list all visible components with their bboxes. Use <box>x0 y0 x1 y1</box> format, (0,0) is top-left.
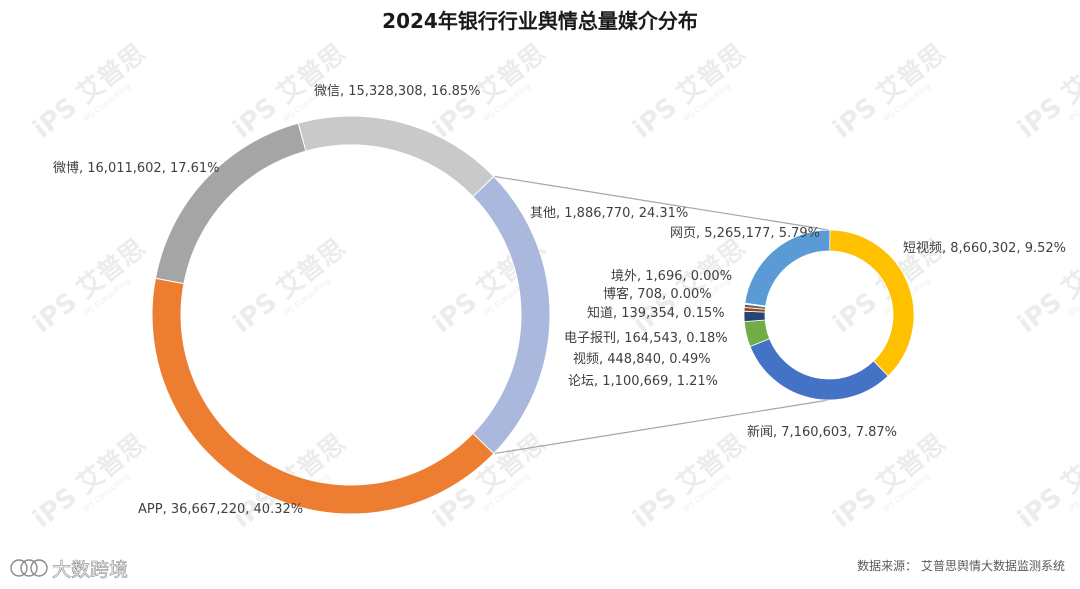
label-wangye: 网页, 5,265,177, 5.79% <box>670 226 820 241</box>
label-duanshipin: 短视频, 8,660,302, 9.52% <box>903 241 1066 256</box>
label-dianzibaokan: 电子报刊, 164,543, 0.18% <box>564 331 728 346</box>
connector-bottom <box>493 399 830 455</box>
watermark-text: iPS 艾普思 <box>227 233 351 340</box>
chart-title: 2024年银行行业舆情总量媒介分布 <box>382 9 698 33</box>
watermark-text: iPS 艾普思 <box>27 428 151 535</box>
watermark-text: iPS 艾普思 <box>827 38 951 145</box>
watermark-text: iPS 艾普思 <box>627 233 751 340</box>
main-donut <box>151 115 551 515</box>
main-slice-微信 <box>297 115 495 198</box>
sub-slice-新闻 <box>749 338 889 401</box>
data-labels: 微信, 15,328,308, 16.85% 微博, 16,011,602, 17… <box>53 84 1066 517</box>
watermark-text: iPS 艾普思 <box>27 38 151 145</box>
main-slice-微博 <box>154 122 307 285</box>
label-app: APP, 36,667,220, 40.32% <box>138 502 303 517</box>
label-jingwai: 境外, 1,696, 0.00% <box>611 269 732 284</box>
source-note: 数据来源： 艾普思舆情大数据监测系统 <box>857 558 1065 573</box>
connector-top <box>493 175 830 231</box>
label-zhidao: 知道, 139,354, 0.15% <box>587 305 725 321</box>
label-xinwen: 新闻, 7,160,603, 7.87% <box>747 424 897 440</box>
watermark-text: iPS 艾普思 <box>827 428 951 535</box>
watermark-text: iPS 艾普思 <box>627 428 751 535</box>
sub-slice-网页 <box>744 229 831 307</box>
label-shipin: 视频, 448,840, 0.49% <box>573 352 711 367</box>
connector-lines <box>493 175 830 455</box>
label-boke: 博客, 708, 0.00% <box>603 286 712 302</box>
watermark-text: iPS 艾普思 <box>27 233 151 340</box>
brand-icon <box>10 559 48 577</box>
label-other: 其他, 1,886,770, 24.31% <box>530 206 688 221</box>
watermark-text: iPS 艾普思 <box>1012 428 1080 535</box>
watermark-text: iPS 艾普思 <box>1012 38 1080 145</box>
label-weixin: 微信, 15,328,308, 16.85% <box>314 84 481 99</box>
label-luntan: 论坛, 1,100,669, 1.21% <box>568 374 718 389</box>
label-weibo: 微博, 16,011,602, 17.61% <box>53 161 220 176</box>
sub-slice-视频 <box>743 310 766 323</box>
sub-donut <box>743 229 915 401</box>
brand-logo: 大数跨境 <box>10 559 128 581</box>
brand-text: 大数跨境 <box>52 559 128 581</box>
watermark-text: iPS 艾普思 <box>627 38 751 145</box>
